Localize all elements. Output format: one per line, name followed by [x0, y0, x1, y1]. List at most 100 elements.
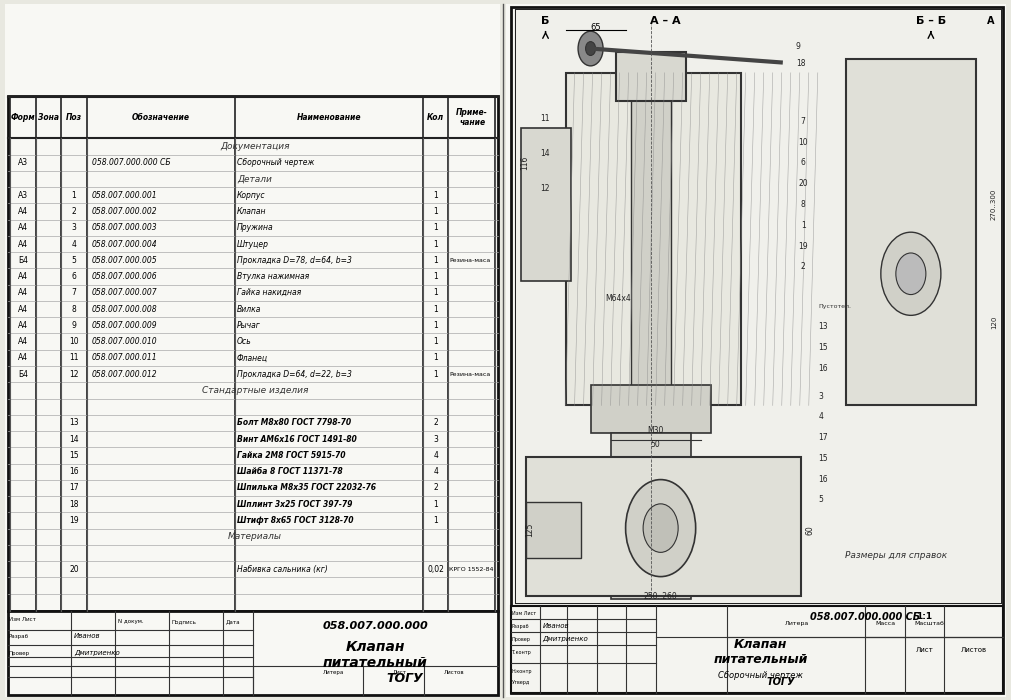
Text: Материалы: Материалы: [227, 532, 282, 541]
Text: 12: 12: [69, 370, 79, 379]
Text: 8: 8: [72, 304, 76, 314]
Text: КРГО 1552-84: КРГО 1552-84: [450, 567, 494, 572]
Text: 058.007.000.008: 058.007.000.008: [92, 304, 158, 314]
Text: А4: А4: [18, 223, 28, 232]
Text: 15: 15: [818, 343, 828, 352]
Text: Провер: Провер: [512, 637, 531, 642]
Text: Гайка 2М8 ГОСТ 5915-70: Гайка 2М8 ГОСТ 5915-70: [237, 451, 346, 460]
Text: 16: 16: [818, 475, 828, 484]
Text: А: А: [987, 16, 995, 26]
Text: 9: 9: [72, 321, 76, 330]
Text: 058.007.000.007: 058.007.000.007: [92, 288, 158, 298]
Text: Б – Б: Б – Б: [916, 16, 946, 26]
Text: 0,02: 0,02: [428, 565, 444, 574]
Bar: [7, 611, 498, 695]
Text: 60: 60: [806, 525, 815, 535]
Text: Ось: Ось: [237, 337, 252, 346]
Text: 3: 3: [72, 223, 76, 232]
Text: 1: 1: [434, 500, 438, 509]
Text: 1: 1: [72, 191, 76, 200]
Text: ТОГУ: ТОГУ: [386, 672, 424, 685]
FancyBboxPatch shape: [611, 433, 691, 599]
Text: Изм Лист: Изм Лист: [8, 617, 35, 622]
Text: 20: 20: [69, 565, 79, 574]
Text: Пружина: Пружина: [237, 223, 274, 232]
Text: 8: 8: [801, 200, 806, 209]
Text: Болт М8х80 ГОСТ 7798-70: Болт М8х80 ГОСТ 7798-70: [237, 419, 351, 428]
Text: Шайба 8 ГОСТ 11371-78: Шайба 8 ГОСТ 11371-78: [237, 467, 343, 476]
Text: 270..300: 270..300: [991, 189, 997, 220]
Text: Набивка сальника (кг): Набивка сальника (кг): [237, 565, 328, 574]
Text: Масштаб: Масштаб: [915, 621, 944, 626]
Text: 13: 13: [818, 322, 828, 331]
Text: 14: 14: [541, 149, 550, 158]
FancyBboxPatch shape: [521, 128, 570, 281]
Text: Гайка накидная: Гайка накидная: [237, 288, 301, 298]
Text: 5: 5: [818, 496, 823, 505]
Text: 6: 6: [72, 272, 76, 281]
Text: Лист: Лист: [393, 670, 406, 675]
Text: 058.007.000.012: 058.007.000.012: [92, 370, 158, 379]
Text: 058.007.000.000 СБ: 058.007.000.000 СБ: [811, 612, 920, 622]
Text: А4: А4: [18, 288, 28, 298]
Text: 10: 10: [799, 138, 808, 146]
Text: 11: 11: [69, 354, 79, 363]
Text: 120: 120: [991, 316, 997, 329]
Text: Изм Лист: Изм Лист: [512, 611, 536, 616]
Text: 4: 4: [433, 451, 438, 460]
Text: 16: 16: [818, 364, 828, 373]
Bar: [631, 87, 670, 391]
Text: Шплинт 3х25 ГОСТ 397-79: Шплинт 3х25 ГОСТ 397-79: [237, 500, 353, 509]
Text: 18: 18: [69, 500, 79, 509]
Text: 116: 116: [521, 155, 530, 170]
Text: Сборочный чертеж: Сборочный чертеж: [237, 158, 314, 167]
Bar: [7, 96, 498, 611]
Text: М30: М30: [647, 426, 664, 435]
Text: 1: 1: [434, 288, 438, 298]
Text: 1: 1: [434, 304, 438, 314]
Text: 65: 65: [590, 23, 601, 32]
Text: А4: А4: [18, 337, 28, 346]
Text: 1: 1: [434, 207, 438, 216]
Text: Прокладка D=78, d=64, b=3: Прокладка D=78, d=64, b=3: [237, 256, 352, 265]
Text: А – А: А – А: [650, 16, 681, 26]
Text: 4: 4: [433, 467, 438, 476]
Circle shape: [643, 504, 678, 552]
Text: 1: 1: [801, 220, 806, 230]
Text: 6: 6: [801, 158, 806, 167]
Text: Подпись: Подпись: [172, 619, 197, 624]
Text: 058.007.000.011: 058.007.000.011: [92, 354, 158, 363]
Text: 1: 1: [434, 337, 438, 346]
Text: Документация: Документация: [220, 142, 289, 151]
Text: Иванов: Иванов: [74, 634, 100, 639]
Text: Литера: Литера: [785, 621, 809, 626]
Text: 15: 15: [818, 454, 828, 463]
Text: Корпус: Корпус: [237, 191, 266, 200]
Text: Провер: Провер: [8, 651, 29, 656]
Text: 1:1: 1:1: [917, 612, 932, 622]
Text: Пустотел.: Пустотел.: [818, 304, 851, 309]
Text: Форм: Форм: [10, 113, 35, 122]
Circle shape: [896, 253, 926, 295]
FancyBboxPatch shape: [526, 457, 801, 596]
Text: 1: 1: [434, 191, 438, 200]
Text: 058.007.000.005: 058.007.000.005: [92, 256, 158, 265]
Text: 7: 7: [72, 288, 76, 298]
Text: А4: А4: [18, 207, 28, 216]
Text: 4: 4: [72, 239, 76, 248]
Text: А4: А4: [18, 239, 28, 248]
Text: Рычаг: Рычаг: [237, 321, 261, 330]
Text: Винт АМ6х16 ГОСТ 1491-80: Винт АМ6х16 ГОСТ 1491-80: [237, 435, 357, 444]
Text: А4: А4: [18, 304, 28, 314]
Text: 058.007.000.009: 058.007.000.009: [92, 321, 158, 330]
Text: 17: 17: [69, 484, 79, 492]
Text: N докум.: N докум.: [118, 619, 144, 624]
Text: 058.007.000.002: 058.007.000.002: [92, 207, 158, 216]
Text: 2: 2: [434, 419, 438, 428]
Text: А4: А4: [18, 354, 28, 363]
Text: Стандартные изделия: Стандартные изделия: [201, 386, 308, 395]
Text: Штуцер: Штуцер: [237, 239, 269, 248]
Text: Дата: Дата: [225, 619, 241, 624]
Text: Б: Б: [541, 16, 550, 26]
Text: 50: 50: [651, 440, 660, 449]
